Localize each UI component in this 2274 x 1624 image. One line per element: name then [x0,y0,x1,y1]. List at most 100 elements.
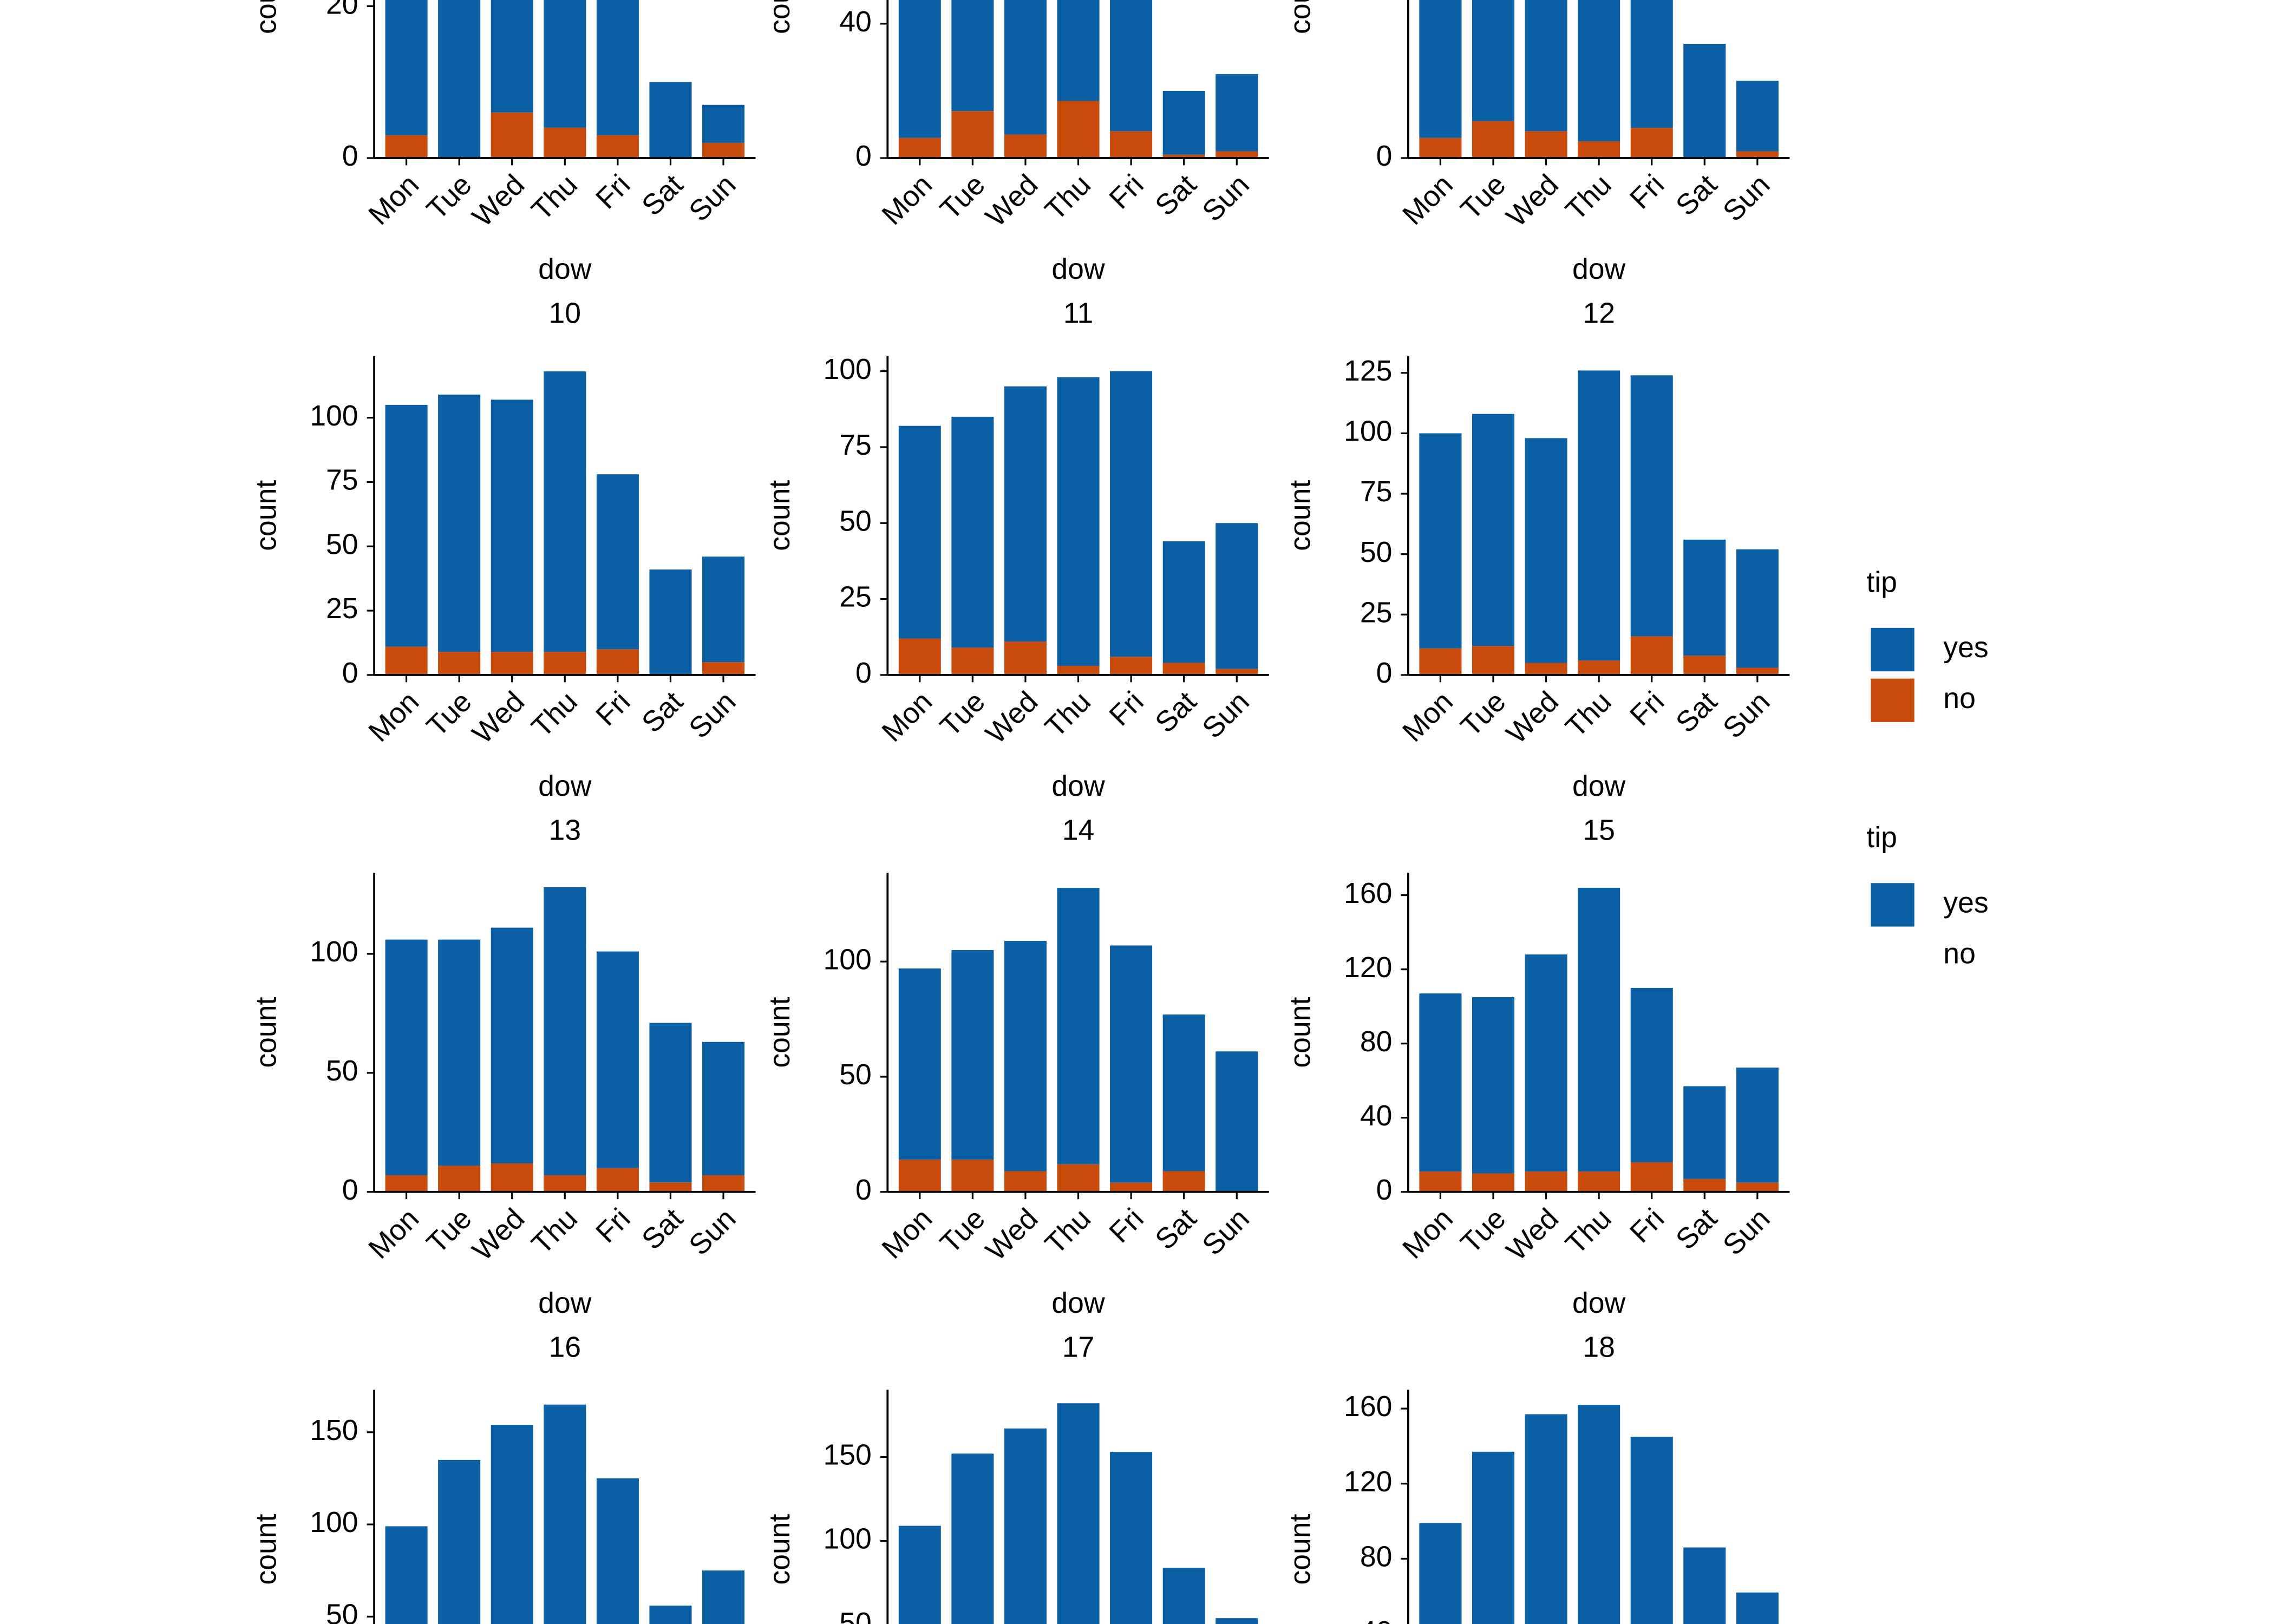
bar-segment [1057,666,1100,675]
y-tick-label: 100 [310,400,358,432]
y-axis-label: count [251,1514,283,1584]
bar-segment [898,1160,941,1192]
x-tick-label: Fri [1624,1202,1670,1249]
bar-segment [1472,646,1515,675]
bar-segment [702,1175,745,1192]
x-axis-label: dow [538,253,592,285]
y-tick-label: 0 [855,140,872,172]
bar-segment [1004,1171,1047,1192]
bar-segment [491,927,533,1164]
x-tick-label: Sat [636,1202,689,1256]
x-tick-label: Sun [1197,169,1256,228]
y-tick-label: 100 [823,1523,871,1555]
bar-segment [1004,641,1047,675]
bar-segment [1110,945,1153,1183]
x-tick-label: Fri [1624,686,1670,732]
bar-segment [491,652,533,675]
bar-segment [1736,667,1779,675]
x-tick-label: Mon [363,1202,425,1265]
bar-segment [1736,1068,1779,1183]
x-tick-label: Wed [466,169,531,233]
bar-segment [1578,1171,1620,1192]
legend-swatch [1871,883,1914,927]
bar-segment [1683,656,1726,675]
bar-segment [1525,663,1567,675]
y-tick-label: 120 [1344,952,1392,984]
y-tick-label: 100 [823,944,871,975]
y-tick-label: 50 [1360,536,1393,568]
x-tick-label: Thu [1039,169,1097,227]
y-tick-label: 100 [823,353,871,385]
x-tick-label: Thu [1560,1202,1618,1260]
panel: MonTueWedThuFriSatSun02040dowcount [251,0,756,285]
x-tick-label: Mon [876,1202,938,1265]
y-axis-label: count [764,480,796,551]
y-tick-label: 50 [1360,0,1393,4]
y-tick-label: 75 [839,429,872,461]
x-tick-label: Fri [1103,169,1150,215]
bar-segment [702,1042,745,1176]
bar-segment [1578,887,1620,1172]
bar-segment [544,887,586,1176]
y-tick-label: 75 [326,464,358,496]
bar-segment [1162,1568,1205,1624]
x-tick-label: Fri [1103,686,1150,732]
bar-segment [438,1165,481,1192]
panel-title: 14 [1062,815,1095,847]
bar-segment [1630,1162,1673,1192]
x-tick-label: Sun [1717,1202,1776,1261]
bar-segment [1736,151,1779,158]
bar-segment [491,1425,533,1624]
x-tick-label: Fri [1103,1202,1150,1249]
x-tick-label: Mon [363,686,425,748]
x-tick-label: Tue [1455,686,1512,743]
bar-segment [1162,1014,1205,1171]
bar-segment [1162,1171,1205,1192]
bar-segment [1216,74,1258,152]
bar-segment [951,111,994,158]
bar-segment [596,0,639,135]
x-tick-label: Tue [934,169,991,226]
x-tick-label: Fri [590,169,637,215]
y-tick-label: 0 [855,1174,872,1206]
x-tick-label: Sat [1670,169,1723,222]
x-tick-label: Tue [421,686,478,743]
x-tick-label: Sun [683,686,742,745]
panel: MonTueWedThuFriSatSun0408012016018dowcou… [1285,1332,1779,1624]
bar-segment [438,0,481,158]
y-tick-label: 25 [1360,597,1393,628]
y-tick-label: 50 [839,1059,872,1091]
x-tick-label: Mon [876,686,938,748]
x-tick-label: Wed [1500,686,1565,750]
bar-segment [1162,541,1205,663]
bar-segment [1110,131,1153,158]
bar-segment [1630,1437,1673,1624]
bar-segment [544,652,586,675]
bar-segment [1630,0,1673,128]
bar-segment [544,1404,586,1624]
panel: MonTueWedThuFriSatSun05010015016dowcount [251,1332,745,1624]
y-tick-label: 50 [839,505,872,537]
bar-segment [1736,1182,1779,1192]
bar-segment [1057,377,1100,666]
bar-segment [1057,0,1100,101]
bar-segment [898,137,941,158]
panel: MonTueWedThuFriSatSun05010015017dowcount [764,1332,1258,1624]
x-tick-label: Fri [590,1202,637,1249]
legend-swatch [1871,678,1914,722]
bar-segment [1004,0,1047,135]
x-tick-label: Sun [1197,1202,1256,1261]
bar-segment [1525,954,1567,1172]
legend-label: no [1943,938,1976,970]
bar-segment [438,652,481,675]
x-tick-label: Wed [466,686,531,750]
y-tick-label: 0 [1376,1174,1393,1206]
bar-segment [1525,131,1567,158]
x-axis-label: dow [1051,253,1105,285]
bar-segment [1683,539,1726,656]
x-tick-label: Wed [980,686,1044,750]
bar-segment [1683,1547,1726,1624]
bar-segment [1630,987,1673,1162]
